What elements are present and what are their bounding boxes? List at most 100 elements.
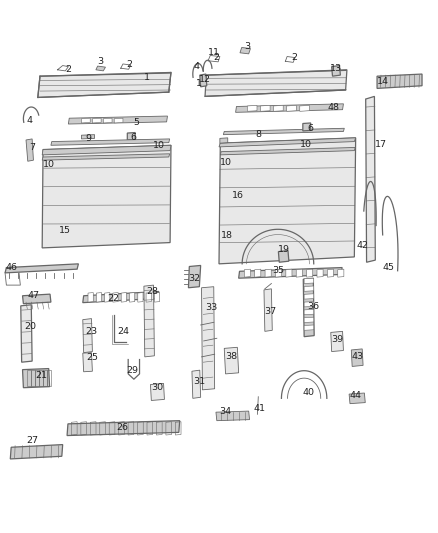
Polygon shape: [105, 293, 110, 302]
Polygon shape: [244, 269, 251, 277]
Polygon shape: [216, 411, 250, 421]
Polygon shape: [351, 349, 363, 367]
Text: 23: 23: [85, 327, 98, 336]
Text: 48: 48: [327, 102, 339, 111]
Polygon shape: [264, 289, 272, 332]
Text: 44: 44: [349, 391, 361, 400]
Polygon shape: [366, 96, 375, 262]
Polygon shape: [103, 118, 112, 123]
Polygon shape: [338, 269, 344, 277]
Polygon shape: [83, 353, 92, 372]
Polygon shape: [265, 269, 271, 277]
Polygon shape: [303, 278, 314, 337]
Text: 2: 2: [213, 53, 219, 62]
Text: 10: 10: [43, 160, 55, 169]
Polygon shape: [42, 146, 171, 155]
Polygon shape: [304, 317, 314, 322]
Text: 28: 28: [147, 287, 159, 296]
Text: 36: 36: [307, 302, 319, 311]
Text: 4: 4: [26, 116, 32, 125]
Text: 10: 10: [153, 141, 165, 150]
Polygon shape: [279, 251, 289, 262]
Text: 41: 41: [254, 405, 265, 414]
Polygon shape: [276, 269, 282, 277]
Text: 15: 15: [59, 227, 71, 236]
Text: 25: 25: [86, 353, 99, 362]
Polygon shape: [239, 268, 342, 278]
Polygon shape: [307, 269, 313, 277]
Text: 3: 3: [244, 43, 251, 52]
Text: 32: 32: [188, 273, 200, 282]
Polygon shape: [22, 294, 51, 304]
Text: 7: 7: [29, 143, 35, 152]
Polygon shape: [88, 293, 93, 302]
Polygon shape: [240, 47, 251, 54]
Polygon shape: [92, 118, 101, 123]
Text: 21: 21: [35, 371, 47, 380]
Text: 5: 5: [133, 118, 139, 127]
Text: 3: 3: [97, 58, 103, 66]
Text: 22: 22: [107, 294, 119, 303]
Text: 10: 10: [219, 158, 232, 167]
Text: 14: 14: [377, 77, 389, 86]
Polygon shape: [42, 146, 171, 248]
Text: 2: 2: [292, 53, 297, 62]
Polygon shape: [68, 116, 167, 124]
Polygon shape: [300, 106, 309, 111]
Polygon shape: [349, 393, 365, 403]
Text: 18: 18: [220, 231, 233, 240]
Text: 33: 33: [205, 303, 218, 312]
Polygon shape: [113, 293, 118, 302]
Text: 45: 45: [382, 263, 394, 272]
Text: 27: 27: [26, 437, 38, 446]
Polygon shape: [96, 66, 106, 71]
Polygon shape: [317, 269, 323, 277]
Text: 16: 16: [232, 191, 244, 200]
Polygon shape: [205, 70, 347, 96]
Polygon shape: [274, 106, 283, 111]
Polygon shape: [304, 278, 314, 284]
Polygon shape: [22, 368, 49, 387]
Polygon shape: [296, 269, 302, 277]
Text: 1: 1: [144, 73, 150, 82]
Polygon shape: [304, 294, 314, 299]
Polygon shape: [332, 66, 340, 76]
Polygon shape: [150, 383, 164, 400]
Polygon shape: [5, 264, 78, 273]
Polygon shape: [38, 72, 171, 98]
Polygon shape: [83, 292, 159, 303]
Text: 29: 29: [127, 366, 138, 375]
Polygon shape: [331, 332, 343, 352]
Text: 30: 30: [151, 383, 163, 392]
Text: 24: 24: [117, 327, 129, 336]
Polygon shape: [130, 293, 135, 302]
Polygon shape: [236, 104, 343, 112]
Polygon shape: [188, 265, 201, 288]
Text: 11: 11: [208, 48, 220, 56]
Text: 40: 40: [303, 388, 314, 397]
Polygon shape: [42, 154, 170, 160]
Polygon shape: [144, 285, 154, 357]
Polygon shape: [83, 319, 92, 353]
Polygon shape: [304, 286, 314, 292]
Polygon shape: [21, 305, 32, 362]
Polygon shape: [304, 309, 314, 314]
Text: 20: 20: [25, 322, 36, 331]
Text: 42: 42: [356, 241, 368, 250]
Polygon shape: [223, 128, 344, 135]
Polygon shape: [303, 123, 311, 131]
Text: 26: 26: [116, 423, 128, 432]
Text: 39: 39: [331, 335, 343, 344]
Text: 9: 9: [85, 134, 91, 143]
Polygon shape: [121, 293, 127, 302]
Polygon shape: [146, 293, 151, 302]
Text: 31: 31: [193, 377, 205, 386]
Polygon shape: [192, 370, 201, 398]
Text: 1: 1: [196, 78, 202, 87]
Text: 8: 8: [255, 130, 261, 139]
Polygon shape: [255, 269, 261, 277]
Text: 2: 2: [127, 60, 132, 69]
Polygon shape: [26, 139, 33, 161]
Polygon shape: [327, 269, 333, 277]
Text: 6: 6: [307, 124, 314, 133]
